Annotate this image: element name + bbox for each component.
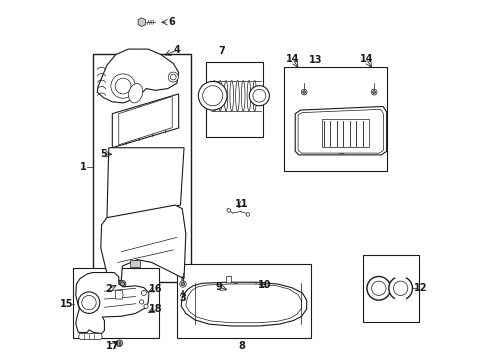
Circle shape [116, 340, 122, 346]
Text: 9: 9 [216, 282, 222, 292]
Bar [73, 268, 159, 338]
Ellipse shape [247, 81, 251, 111]
Text: 12: 12 [414, 283, 428, 293]
Circle shape [253, 89, 266, 102]
Text: 1: 1 [80, 162, 87, 172]
Ellipse shape [213, 81, 216, 111]
Bar [322, 120, 368, 147]
Text: 13: 13 [309, 54, 323, 64]
Circle shape [119, 280, 126, 288]
Text: 14: 14 [360, 54, 373, 64]
Circle shape [233, 283, 238, 288]
Circle shape [303, 120, 309, 126]
Ellipse shape [128, 84, 143, 103]
Text: 6: 6 [169, 17, 175, 27]
Circle shape [371, 89, 377, 95]
Ellipse shape [236, 81, 239, 111]
Circle shape [338, 145, 346, 154]
Circle shape [389, 276, 413, 300]
Circle shape [393, 281, 408, 296]
Bar [177, 264, 311, 338]
Circle shape [238, 287, 243, 292]
Text: 18: 18 [148, 304, 162, 314]
Bar [285, 67, 387, 171]
Text: 7: 7 [219, 46, 225, 56]
Circle shape [78, 292, 100, 314]
Ellipse shape [219, 81, 222, 111]
Polygon shape [226, 276, 231, 283]
Circle shape [140, 300, 144, 304]
Circle shape [198, 81, 227, 110]
Polygon shape [115, 291, 123, 299]
Circle shape [168, 72, 178, 82]
Ellipse shape [242, 81, 245, 111]
Polygon shape [295, 107, 387, 155]
Circle shape [82, 296, 96, 310]
Circle shape [115, 78, 131, 94]
Bar [129, 260, 140, 267]
Polygon shape [107, 148, 184, 220]
Text: 5: 5 [100, 149, 107, 159]
Circle shape [373, 139, 379, 145]
Circle shape [373, 91, 375, 94]
Bar [93, 54, 191, 282]
Ellipse shape [253, 81, 256, 111]
Polygon shape [97, 49, 179, 103]
Text: 17: 17 [105, 341, 119, 351]
Ellipse shape [230, 81, 234, 111]
Text: 14: 14 [286, 54, 299, 64]
Ellipse shape [224, 81, 228, 111]
Polygon shape [119, 96, 172, 145]
Circle shape [227, 209, 231, 212]
Polygon shape [101, 205, 186, 280]
Circle shape [111, 74, 135, 98]
Circle shape [255, 283, 260, 288]
Polygon shape [138, 18, 146, 27]
Polygon shape [186, 284, 302, 323]
Text: 3: 3 [180, 293, 186, 303]
Polygon shape [112, 94, 179, 148]
Circle shape [180, 281, 186, 287]
Circle shape [303, 91, 306, 94]
Text: 2: 2 [105, 284, 112, 294]
Polygon shape [181, 282, 307, 326]
Circle shape [303, 139, 309, 145]
Text: 8: 8 [238, 341, 245, 351]
Circle shape [249, 86, 270, 106]
Circle shape [339, 147, 344, 152]
Text: 11: 11 [235, 199, 248, 210]
Polygon shape [298, 109, 383, 153]
Polygon shape [76, 273, 149, 333]
Circle shape [373, 120, 379, 126]
Circle shape [371, 281, 386, 296]
Text: 15: 15 [60, 299, 74, 309]
Polygon shape [78, 333, 102, 339]
Text: 4: 4 [173, 45, 180, 55]
Circle shape [367, 276, 391, 300]
Text: 10: 10 [258, 280, 271, 290]
Circle shape [120, 282, 124, 286]
Circle shape [141, 291, 147, 296]
Bar [205, 62, 263, 137]
Circle shape [203, 86, 223, 106]
Circle shape [246, 213, 250, 216]
Bar [364, 255, 419, 321]
Circle shape [301, 89, 307, 95]
Circle shape [181, 282, 185, 286]
Circle shape [171, 74, 176, 80]
Circle shape [144, 304, 148, 309]
Text: 16: 16 [148, 284, 162, 294]
